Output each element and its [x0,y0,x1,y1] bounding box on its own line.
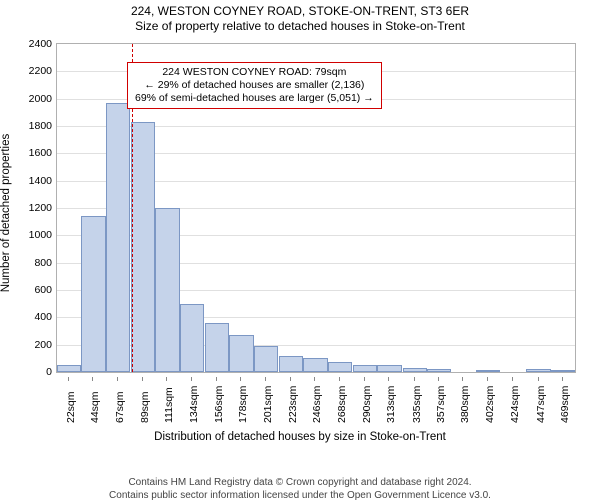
plot-area: 224 WESTON COYNEY ROAD: 79sqm ← 29% of d… [56,43,576,373]
x-tickmark [562,377,563,381]
info-line-1: 224 WESTON COYNEY ROAD: 79sqm [135,66,374,79]
histogram-bar [131,122,155,372]
y-tick-label: 400 [4,311,52,323]
x-tick-label: 290sqm [361,384,373,423]
x-tick-label: 447sqm [535,384,547,423]
histogram-bar [328,362,352,372]
x-tickmark [512,377,513,381]
histogram-bar [403,368,427,372]
x-tick-label: 402sqm [484,384,496,423]
x-tickmark [240,377,241,381]
histogram-bar [377,365,401,372]
y-axis-ticks: 0200400600800100012001400160018002000220… [0,43,52,373]
chart-wrap: Number of detached properties 0200400600… [0,37,600,437]
x-tickmark [191,377,192,381]
y-tick-label: 1600 [4,147,52,159]
histogram-bar [205,323,229,372]
x-tickmark [142,377,143,381]
footer-line-2: Contains public sector information licen… [0,490,600,503]
x-tickmark [462,377,463,381]
histogram-bar [303,358,327,372]
info-line-2: ← 29% of detached houses are smaller (2,… [135,79,374,92]
y-tick-label: 0 [4,366,52,378]
x-tick-label: 335sqm [411,384,423,423]
info-line-3: 69% of semi-detached houses are larger (… [135,92,374,105]
x-tick-label: 89sqm [139,389,151,423]
footer-attribution: Contains HM Land Registry data © Crown c… [0,477,600,502]
x-tick-label: 268sqm [336,384,348,423]
info-box: 224 WESTON COYNEY ROAD: 79sqm ← 29% of d… [127,62,382,109]
y-tick-label: 2000 [4,93,52,105]
x-tickmark [339,377,340,381]
x-tickmark [265,377,266,381]
histogram-bar [254,346,278,372]
y-tick-label: 600 [4,284,52,296]
histogram-bar [180,304,204,372]
y-tick-label: 1800 [4,120,52,132]
x-tickmark [487,377,488,381]
histogram-bar [279,356,303,372]
chart-container: 224, WESTON COYNEY ROAD, STOKE-ON-TRENT,… [0,4,600,504]
histogram-bar [353,365,377,372]
x-tickmark [117,377,118,381]
x-tick-label: 178sqm [237,384,249,423]
histogram-bar [427,369,451,372]
x-tickmark [364,377,365,381]
x-tick-label: 223sqm [287,384,299,423]
x-tickmark [92,377,93,381]
histogram-bar [476,370,500,372]
x-axis-ticks: 22sqm 44sqm 67sqm 89sqm 111sqm 134sqm 156sqm 17… [56,377,576,427]
y-tick-label: 2200 [4,65,52,77]
x-tickmark [438,377,439,381]
x-tickmark [414,377,415,381]
x-tick-label: 134sqm [188,384,200,423]
x-tickmark [538,377,539,381]
y-tick-label: 200 [4,339,52,351]
x-tick-label: 67sqm [114,389,126,423]
x-tick-label: 380sqm [459,384,471,423]
histogram-bar [229,335,253,372]
x-tickmark [290,377,291,381]
y-tick-label: 1000 [4,229,52,241]
histogram-bar [155,208,179,372]
footer-line-1: Contains HM Land Registry data © Crown c… [0,477,600,490]
x-tick-label: 22sqm [65,389,77,423]
x-tick-label: 44sqm [89,389,101,423]
x-tickmark [388,377,389,381]
histogram-bar [57,365,81,372]
x-tickmark [166,377,167,381]
x-tickmark [314,377,315,381]
histogram-bar [526,369,550,372]
histogram-bar [551,370,575,372]
y-tick-label: 800 [4,257,52,269]
x-tick-label: 469sqm [559,384,571,423]
x-tick-label: 313sqm [385,384,397,423]
histogram-bar [106,103,130,372]
x-axis-label: Distribution of detached houses by size … [0,431,600,443]
y-tick-label: 1200 [4,202,52,214]
chart-title-sub: Size of property relative to detached ho… [0,19,600,33]
x-tick-label: 424sqm [509,384,521,423]
histogram-bar [81,216,105,372]
x-tickmark [216,377,217,381]
x-tick-label: 357sqm [435,384,447,423]
x-tickmark [68,377,69,381]
x-tick-label: 201sqm [262,384,274,423]
x-tick-label: 111sqm [163,385,175,423]
x-tick-label: 246sqm [311,384,323,423]
y-tick-label: 1400 [4,175,52,187]
chart-title-main: 224, WESTON COYNEY ROAD, STOKE-ON-TRENT,… [0,4,600,18]
y-tick-label: 2400 [4,38,52,50]
x-tick-label: 156sqm [213,384,225,423]
